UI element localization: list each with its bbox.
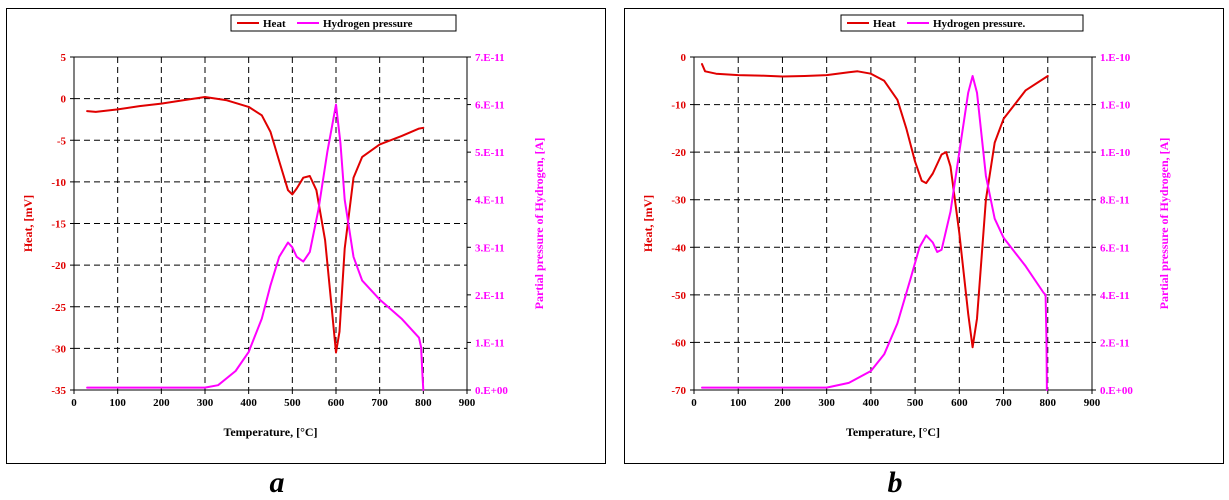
y-right-tick-label: 7.E-11 <box>475 52 505 64</box>
y-right-tick-label: 6.E-11 <box>1100 242 1130 254</box>
y-right-tick-label: 4.E-11 <box>475 195 505 207</box>
x-tick-label: 500 <box>907 397 924 409</box>
y-left-tick-label: -5 <box>57 135 67 147</box>
x-tick-label: 900 <box>459 397 476 409</box>
y-right-tick-label: 8.E-11 <box>1100 195 1130 207</box>
y-left-tick-label: -40 <box>671 242 686 254</box>
x-tick-label: 0 <box>71 397 77 409</box>
x-tick-label: 800 <box>1040 397 1057 409</box>
y-left-tick-label: 5 <box>61 52 67 64</box>
x-tick-label: 700 <box>995 397 1012 409</box>
x-tick-label: 500 <box>284 397 301 409</box>
panel-caption-b: b <box>887 466 903 499</box>
legend-label: Hydrogen pressure. <box>933 18 1026 30</box>
chart-panel-b: 0 100 200 300 400 500 600 700 800 900 0 -10 -20 -30 -4… <box>624 8 1224 464</box>
y-right-tick-label: 1.E-10 <box>1100 100 1131 112</box>
series-line-heat <box>701 63 1049 349</box>
legend-box <box>230 14 457 32</box>
y-left-tick-label: -20 <box>51 260 66 272</box>
x-axis-title: Temperature, [°C] <box>223 425 317 439</box>
y-left-tick-label: -60 <box>671 337 686 349</box>
x-tick-label: 100 <box>109 397 126 409</box>
legend-label: Heat <box>873 18 896 30</box>
y-right-tick-label: 1.E-10 <box>1100 147 1131 159</box>
series-line-hydrogen-pressure <box>701 75 1048 391</box>
y-left-tick-label: -10 <box>51 177 66 189</box>
x-tick-label: 0 <box>691 397 697 409</box>
y-left-tick-label: 0 <box>61 94 67 106</box>
plot-area <box>693 56 1093 391</box>
x-tick-label: 300 <box>197 397 214 409</box>
y-left-tick-label: -20 <box>671 147 686 159</box>
x-tick-label: 100 <box>730 397 747 409</box>
x-axis-title: Temperature, [°C] <box>846 425 940 439</box>
y-left-tick-label: -70 <box>671 385 686 397</box>
x-tick-label: 200 <box>153 397 170 409</box>
y-left-tick-label: 0 <box>681 52 687 64</box>
legend-label: Heat <box>263 18 286 30</box>
x-tick-label: 600 <box>951 397 968 409</box>
y-left-tick-label: -25 <box>51 302 66 314</box>
y-left-tick-label: -30 <box>51 343 66 355</box>
y-right-tick-label: 5.E-11 <box>475 147 505 159</box>
y-right-tick-label: 0.E+00 <box>475 385 508 397</box>
y-right-axis-title: Partial pressure of Hydrogen, [A] <box>532 138 546 310</box>
x-tick-label: 400 <box>240 397 257 409</box>
y-right-tick-label: 0.E+00 <box>1100 385 1133 397</box>
chart-b-svg: 0 100 200 300 400 500 600 700 800 900 0 -10 -20 -30 -4… <box>641 14 1171 439</box>
series-line-hydrogen-pressure <box>86 103 425 391</box>
legend-label: Hydrogen pressure <box>323 18 413 30</box>
y-left-tick-label: -35 <box>51 385 66 397</box>
legend: Heat Hydrogen pressure. <box>840 14 1084 32</box>
y-left-tick-label: -10 <box>671 100 686 112</box>
legend-box <box>840 14 1084 32</box>
y-right-tick-label: 1.E-11 <box>475 337 505 349</box>
x-tick-label: 900 <box>1084 397 1101 409</box>
chart-panel-a: 0 100 200 300 400 500 600 700 800 900 5 0 -5 -10 -15 -2… <box>6 8 606 464</box>
panel-caption-a: a <box>269 466 285 499</box>
y-right-tick-label: 6.E-11 <box>475 100 505 112</box>
legend: Heat Hydrogen pressure <box>230 14 457 32</box>
y-left-tick-label: -50 <box>671 290 686 302</box>
y-right-tick-label: 2.E-11 <box>1100 337 1130 349</box>
y-right-tick-label: 4.E-11 <box>1100 290 1130 302</box>
y-right-tick-label: 2.E-11 <box>475 290 505 302</box>
x-tick-label: 400 <box>863 397 880 409</box>
y-left-tick-label: -30 <box>671 195 686 207</box>
x-tick-label: 300 <box>818 397 835 409</box>
y-left-axis-title: Heat, [mV] <box>21 195 35 252</box>
x-tick-label: 600 <box>328 397 345 409</box>
x-tick-label: 200 <box>774 397 791 409</box>
series-line-heat <box>86 96 425 354</box>
x-tick-label: 800 <box>415 397 432 409</box>
y-right-tick-label: 1.E-10 <box>1100 52 1131 64</box>
chart-a-svg: 0 100 200 300 400 500 600 700 800 900 5 0 -5 -10 -15 -2… <box>21 14 546 439</box>
y-right-tick-label: 3.E-11 <box>475 242 505 254</box>
x-tick-label: 700 <box>371 397 388 409</box>
y-right-axis-title: Partial pressure of Hydrogen, [A] <box>1157 138 1171 310</box>
y-left-axis-title: Heat, [mV] <box>641 195 655 252</box>
y-left-tick-label: -15 <box>51 219 66 231</box>
